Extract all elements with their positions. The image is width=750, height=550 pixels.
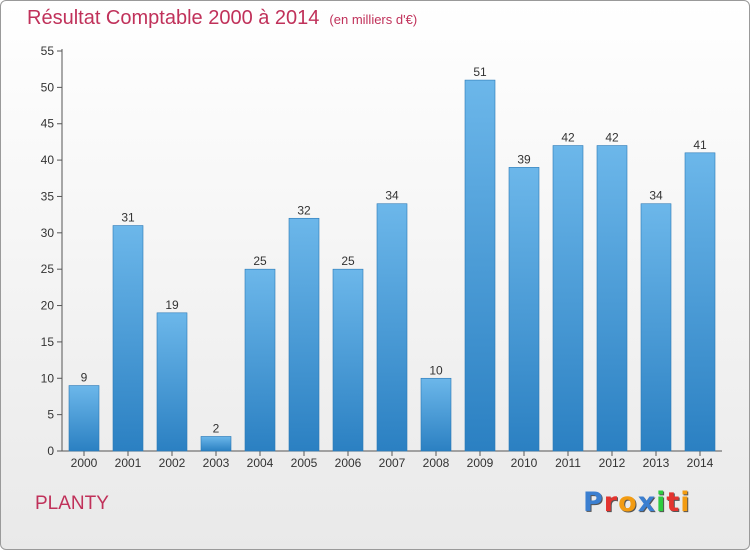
x-tick-label: 2001: [115, 456, 142, 470]
data-label: 41: [693, 138, 707, 152]
y-tick-label: 55: [41, 44, 55, 58]
x-tick-label: 2004: [247, 456, 274, 470]
bar: [244, 268, 276, 452]
data-label: 25: [341, 254, 355, 268]
x-tick-label: 2003: [203, 456, 230, 470]
data-label: 19: [165, 298, 179, 312]
x-tick-label: 2010: [511, 456, 538, 470]
data-label: 42: [561, 131, 575, 145]
x-tick-label: 2013: [643, 456, 670, 470]
y-axis: 0 5 10 15 20 25 30 35 40 45 50 55: [41, 44, 63, 458]
y-tick-label: 5: [47, 408, 54, 422]
y-tick-label: 50: [41, 80, 55, 94]
y-tick-label: 0: [47, 444, 54, 458]
x-tick-label: 2012: [599, 456, 626, 470]
bar: [508, 167, 540, 452]
bar: [288, 217, 320, 452]
y-tick-label: 10: [41, 371, 55, 385]
x-tick-label: 2006: [335, 456, 362, 470]
y-tick-label: 30: [41, 226, 55, 240]
x-axis: 2000 2001 2002 2003 2004 2005 2006 2007 2008 2009…: [62, 450, 722, 470]
y-tick-label: 15: [41, 335, 55, 349]
bar: [596, 145, 628, 452]
bar: [552, 145, 584, 452]
brand-letter: i: [656, 487, 667, 518]
y-tick-label: 40: [41, 153, 55, 167]
chart-title: Résultat Comptable 2000 à 2014 (en millie…: [27, 7, 418, 29]
brand-letter: t: [666, 487, 681, 518]
chart-unit: (en milliers d'€): [329, 12, 418, 27]
data-label: 9: [81, 371, 88, 385]
bar: [156, 312, 188, 452]
y-tick-label: 25: [41, 262, 55, 276]
data-label: 51: [473, 65, 487, 79]
x-tick-label: 2005: [291, 456, 318, 470]
y-tick-label: 20: [41, 299, 55, 313]
y-tick-label: 35: [41, 189, 55, 203]
data-label: 10: [429, 363, 443, 377]
y-tick-label: 45: [41, 117, 55, 131]
bar: [68, 385, 100, 452]
bar: [200, 436, 232, 452]
brand-letter: x: [637, 487, 657, 518]
data-label: 34: [385, 189, 399, 203]
brand-letter: o: [618, 487, 638, 518]
x-tick-label: 2008: [423, 456, 450, 470]
bar: [376, 203, 408, 452]
data-label: 31: [121, 211, 135, 225]
brand-letter: i: [680, 487, 691, 518]
bar: [332, 268, 364, 452]
bar: [464, 79, 496, 452]
brand-letter: r: [603, 487, 619, 518]
x-tick-label: 2009: [467, 456, 494, 470]
x-tick-label: 2007: [379, 456, 406, 470]
data-label: 32: [297, 203, 311, 217]
bar: [420, 377, 452, 452]
place-name: PLANTY: [35, 493, 109, 514]
x-tick-label: 2011: [555, 456, 581, 470]
bar: [640, 203, 672, 452]
x-tick-label: 2002: [159, 456, 186, 470]
brand-logo: Proxiti: [583, 487, 691, 518]
x-tick-label: 2000: [71, 456, 98, 470]
bars: 9 31 19 2 25 32 25 34 10 51 39 42 42 34 41: [68, 65, 716, 452]
data-label: 2: [213, 421, 220, 435]
data-label: 34: [649, 189, 663, 203]
x-tick-label: 2014: [687, 456, 714, 470]
bar: [112, 225, 144, 452]
data-label: 42: [605, 131, 619, 145]
brand-letter: P: [583, 487, 604, 518]
data-label: 25: [253, 254, 267, 268]
bar: [684, 152, 716, 452]
data-label: 39: [517, 152, 531, 166]
